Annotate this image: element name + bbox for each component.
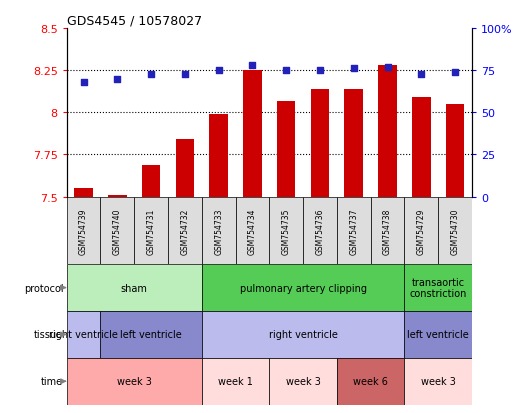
Text: week 3: week 3 [286,376,321,386]
Bar [175,140,194,197]
Bar [209,115,228,197]
Point [316,68,324,74]
Bar [438,197,472,264]
Text: sham: sham [121,283,148,293]
Point [181,71,189,78]
Text: week 6: week 6 [353,376,388,386]
Text: GSM754737: GSM754737 [349,208,358,254]
Bar [202,358,269,405]
Bar [243,71,262,197]
Bar [446,104,464,197]
Bar [303,197,337,264]
Bar [269,358,337,405]
Bar [277,101,295,197]
Bar [344,90,363,197]
Point [282,68,290,74]
Bar [235,197,269,264]
Text: GSM754730: GSM754730 [450,208,460,254]
Text: week 3: week 3 [117,376,152,386]
Bar [67,264,202,311]
Point [451,69,459,76]
Bar [404,197,438,264]
Text: GSM754729: GSM754729 [417,208,426,254]
Text: GSM754736: GSM754736 [315,208,325,254]
Text: week 1: week 1 [218,376,253,386]
Text: GSM754738: GSM754738 [383,208,392,254]
Point [248,63,256,69]
Bar [67,358,202,405]
Point [214,68,223,74]
Bar [404,358,472,405]
Text: week 3: week 3 [421,376,456,386]
Point [147,71,155,78]
Text: GSM754732: GSM754732 [181,208,189,254]
Text: left ventricle: left ventricle [120,330,182,339]
Text: protocol: protocol [24,283,63,293]
Text: right ventricle: right ventricle [49,330,118,339]
Text: GSM754739: GSM754739 [79,208,88,254]
Text: transaortic
constriction: transaortic constriction [409,277,467,299]
Text: right ventricle: right ventricle [269,330,338,339]
Bar [108,195,127,197]
Point [113,76,122,83]
Point [80,79,88,86]
Bar [67,311,101,358]
Point [383,64,391,71]
Bar [101,197,134,264]
Bar [311,90,329,197]
Bar [370,197,404,264]
Point [417,71,425,78]
Bar [142,165,161,197]
Text: left ventricle: left ventricle [407,330,469,339]
Bar [412,98,430,197]
Bar [269,197,303,264]
Text: GSM754740: GSM754740 [113,208,122,254]
Text: GDS4545 / 10578027: GDS4545 / 10578027 [67,15,202,28]
Bar [202,264,404,311]
Bar [337,358,404,405]
Text: pulmonary artery clipping: pulmonary artery clipping [240,283,367,293]
Bar [202,311,404,358]
Bar [202,197,235,264]
Text: tissue: tissue [34,330,63,339]
Text: GSM754735: GSM754735 [282,208,291,254]
Text: GSM754731: GSM754731 [147,208,155,254]
Bar [74,189,93,197]
Bar [404,264,472,311]
Bar [378,66,397,197]
Bar [134,197,168,264]
Text: GSM754734: GSM754734 [248,208,257,254]
Bar [67,197,101,264]
Point [350,66,358,73]
Bar [168,197,202,264]
Bar [404,311,472,358]
Bar [337,197,370,264]
Text: time: time [41,376,63,386]
Text: GSM754733: GSM754733 [214,208,223,254]
Bar [101,311,202,358]
